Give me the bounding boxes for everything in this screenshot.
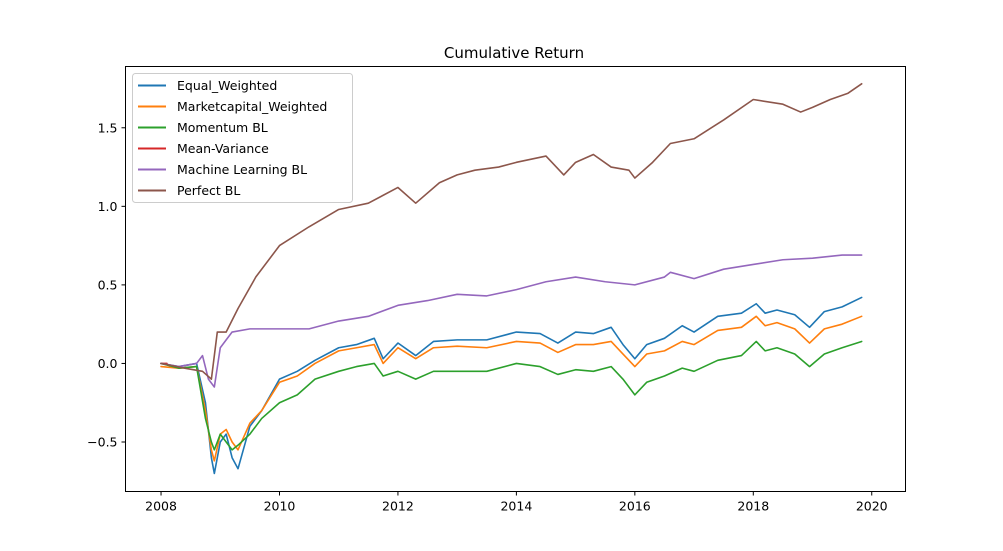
- series-line-1: [160, 315, 863, 462]
- legend: Equal_Weighted Marketcapital_Weighted Mome…: [132, 73, 353, 203]
- x-tick-label: 2012: [382, 499, 414, 514]
- legend-label: Equal_Weighted: [177, 78, 277, 93]
- y-tick-label: 1.0: [98, 199, 118, 214]
- x-tick-label: 2008: [145, 499, 177, 514]
- y-tick-label: −0.5: [87, 435, 117, 450]
- series-line-2: [160, 340, 863, 451]
- legend-label: Momentum BL: [177, 120, 268, 135]
- y-tick-label: 1.5: [98, 120, 118, 135]
- x-tick-label: 2014: [500, 499, 532, 514]
- legend-label: Mean-Variance: [177, 141, 269, 156]
- series-line-5: [160, 82, 863, 380]
- series-layer: [160, 82, 863, 475]
- legend-label: Marketcapital_Weighted: [177, 99, 327, 114]
- x-axis: 2008 2010 2012 2014 2016 2018 2020: [145, 491, 888, 514]
- legend-label: Perfect BL: [177, 183, 240, 198]
- x-tick-label: 2020: [856, 499, 888, 514]
- chart-title: Cumulative Return: [444, 44, 584, 62]
- y-tick-label: 0.5: [98, 277, 118, 292]
- series-line-4: [160, 254, 863, 388]
- y-tick-label: 0.0: [98, 356, 118, 371]
- plot-frame: [125, 66, 906, 492]
- x-tick-label: 2010: [264, 499, 296, 514]
- x-tick-label: 2016: [619, 499, 651, 514]
- legend-box: [132, 73, 353, 203]
- legend-label: Machine Learning BL: [177, 162, 307, 177]
- x-tick-label: 2018: [737, 499, 769, 514]
- y-axis: −0.5 0.0 0.5 1.0 1.5: [87, 120, 126, 450]
